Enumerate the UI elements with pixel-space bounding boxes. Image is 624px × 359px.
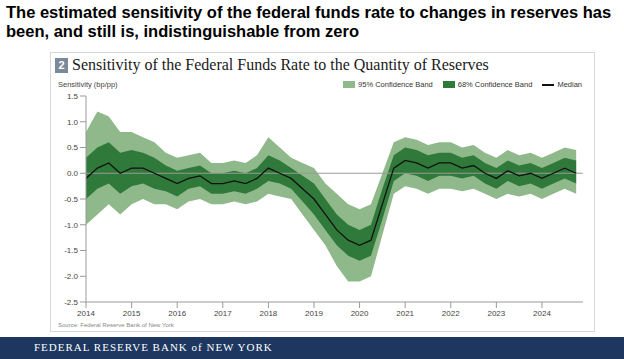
svg-text:-2.5: -2.5	[64, 298, 78, 307]
svg-text:2023: 2023	[487, 309, 505, 318]
svg-text:2022: 2022	[442, 309, 460, 318]
svg-text:2019: 2019	[305, 309, 323, 318]
svg-text:0.0: 0.0	[67, 169, 79, 178]
html-text:95% Confidence Band: 95% Confidence Band	[358, 80, 433, 89]
html-text:Sensitivity (bp/pp): Sensitivity (bp/pp)	[58, 80, 118, 89]
svg-text:2014: 2014	[77, 309, 95, 318]
svg-text:2020: 2020	[351, 309, 369, 318]
html-text:FEDERAL RESERVE BANK of NEW YO: FEDERAL RESERVE BANK of NEW YORK	[34, 341, 273, 353]
html-text:2: 2	[58, 59, 65, 71]
svg-text:-2.0: -2.0	[64, 272, 78, 281]
svg-text:2016: 2016	[168, 309, 186, 318]
html-text:Median: Median	[557, 80, 582, 89]
svg-text:1.0: 1.0	[67, 118, 79, 127]
html-text:Sensitivity of the Federal Fun: Sensitivity of the Federal Funds Rate to…	[72, 56, 489, 73]
html-text:The estimated sensitivity of t: The estimated sensitivity of the federal…	[6, 3, 612, 40]
svg-text:2021: 2021	[396, 309, 414, 318]
html-text:Source: Federal Reserve Bank o: Source: Federal Reserve Bank of New York	[58, 322, 174, 328]
svg-text:-1.0: -1.0	[64, 221, 78, 230]
svg-text:2024: 2024	[533, 309, 551, 318]
svg-text:2015: 2015	[123, 309, 141, 318]
html-text:68% Confidence Band: 68% Confidence Band	[457, 80, 533, 89]
svg-text:2017: 2017	[214, 309, 232, 318]
svg-text:-0.5: -0.5	[64, 195, 78, 204]
svg-text:2018: 2018	[259, 309, 277, 318]
svg-text:1.5: 1.5	[67, 92, 79, 101]
svg-text:-1.5: -1.5	[64, 246, 78, 255]
svg-text:0.5: 0.5	[67, 143, 79, 152]
